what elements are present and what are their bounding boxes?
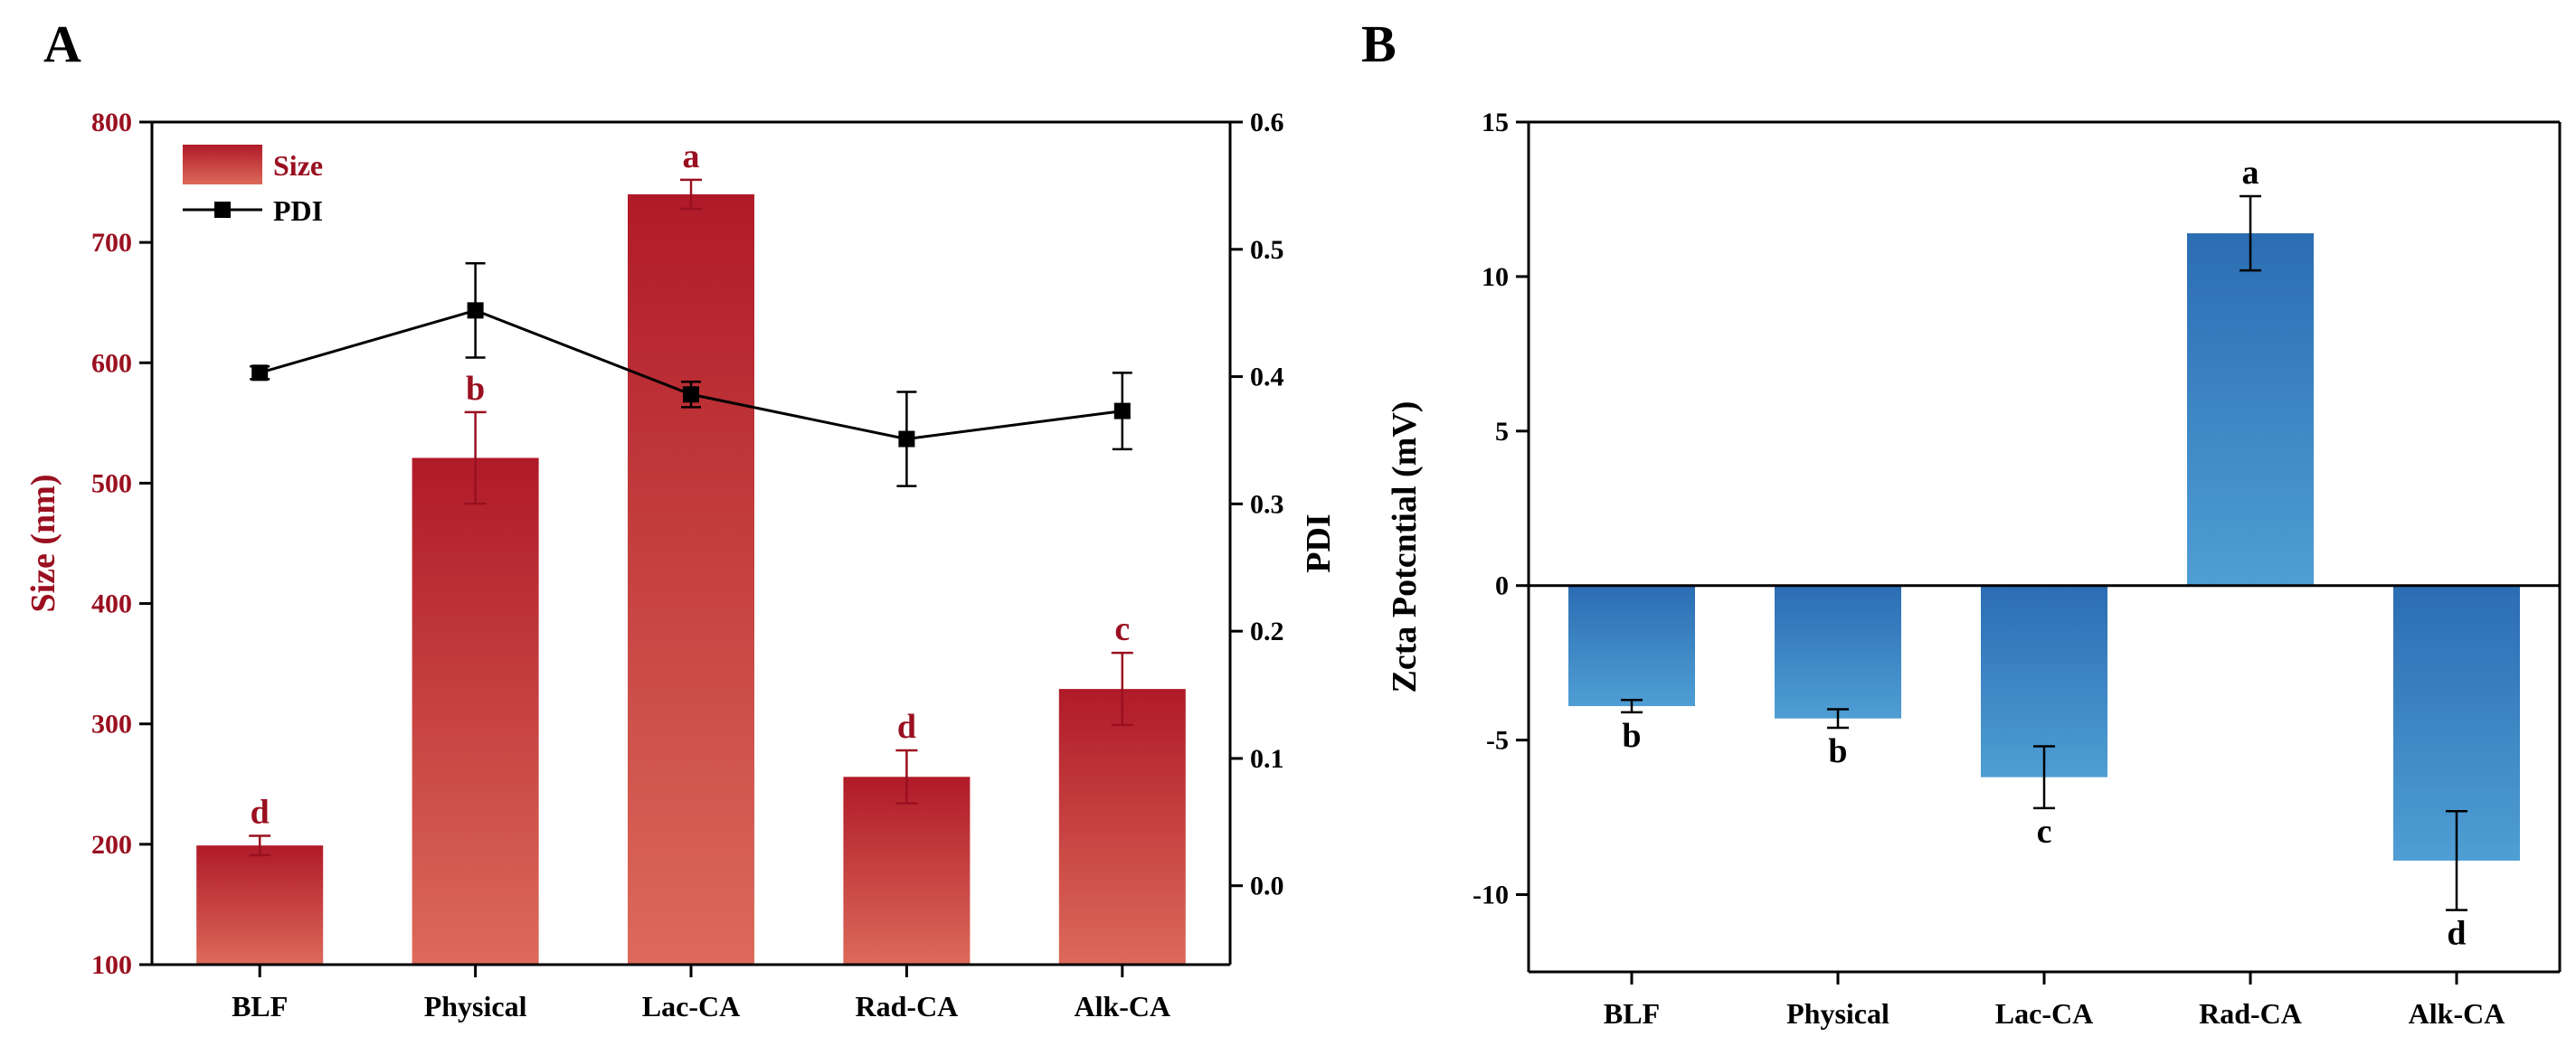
y-tick-label: 5 [1495,417,1509,447]
y2-tick-label: 0.5 [1250,235,1284,265]
y2-tick-label: 0.2 [1250,617,1284,646]
sig-letter-zeta: a [2242,154,2259,192]
bar-zeta-blf [1568,585,1695,707]
legend-label-size: Size [273,149,323,182]
y-tick-label: -10 [1473,881,1509,910]
y-tick-label: -5 [1486,726,1509,756]
sig-letter-zeta: c [2037,813,2052,851]
bar-size-blf [196,845,324,965]
sig-letter-size: d [897,708,916,746]
sig-letter-size: d [251,794,270,832]
sig-letter-size: a [683,137,700,175]
bar-size-rad-ca [843,777,971,965]
x-tick-label: Lac-CA [642,990,740,1022]
y2-tick-label: 0.3 [1250,489,1284,519]
y2-tick-label: 0.4 [1250,363,1284,392]
x-tick-label: Physical [424,990,527,1022]
y-axis-title: Size (nm) [24,474,62,612]
y-tick-label: 600 [91,348,132,378]
legend-marker-pdi [214,202,231,218]
x-tick-label: Alk-CA [2409,997,2505,1030]
y-tick-label: 700 [91,228,132,258]
bar-size-lac-ca [628,193,754,965]
chart-b: b b c a d -10 -5 0 5 10 15 BLF Physical Lac-CA Rad-CA A… [1386,108,2562,1030]
y-tick-label: 400 [91,589,132,619]
pdi-point-blf [251,364,269,382]
legend-label-pdi: PDI [273,194,323,227]
bar-zeta-physical [1775,585,1901,719]
y-tick-label: 300 [91,710,132,740]
y2-axis-title: PDI [1300,514,1338,572]
legend-swatch-size [183,145,262,184]
sig-letter-zeta: b [1622,717,1641,755]
sig-letter-size: b [466,370,485,408]
sig-letter-size: c [1114,610,1130,648]
y2-tick-label: 0.1 [1250,744,1284,774]
x-tick-label: Physical [1786,997,1889,1030]
sig-letter-zeta: b [1828,732,1847,770]
x-tick-label: Rad-CA [2199,997,2302,1030]
x-tick-label: Rad-CA [856,990,959,1022]
panel-label-a: A [43,14,81,73]
pdi-point-rad-ca [898,430,915,448]
x-tick-label: Alk-CA [1074,990,1170,1022]
pdi-point-physical [467,302,484,319]
y-tick-label: 0 [1495,571,1509,601]
bar-zeta-rad-ca [2187,233,2314,586]
y-tick-label: 100 [91,950,132,980]
y-tick-label: 10 [1482,262,1509,292]
x-tick-label: BLF [1604,997,1660,1030]
panel-label-b: B [1361,14,1397,73]
x-tick-label: Lac-CA [1995,997,2093,1030]
pdi-point-lac-ca [683,386,699,403]
sig-letter-zeta: d [2447,915,2466,953]
y-tick-label: 15 [1482,108,1509,137]
bar-size-alk-ca [1058,689,1186,965]
y-tick-label: 500 [91,468,132,498]
x-tick-label: BLF [232,990,288,1022]
y-axis-title: Zcta Potcntial (mV) [1386,401,1424,693]
y2-tick-label: 0.0 [1250,872,1284,901]
bar-size-physical [412,457,539,965]
y-tick-label: 200 [91,830,132,860]
chart-a: d b a d c 100 200 300 400 500 600 700 800 0.0 0.1 0.2 0.… [24,108,1338,1022]
pdi-point-alk-ca [1113,402,1131,419]
y2-tick-label: 0.6 [1250,108,1284,137]
y-tick-label: 800 [91,108,132,137]
